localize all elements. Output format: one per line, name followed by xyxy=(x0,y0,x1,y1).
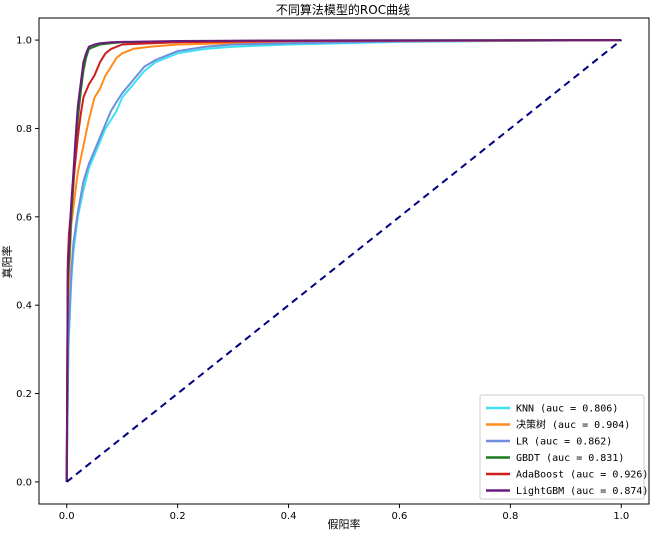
legend-label-3: GBDT (auc = 0.831) xyxy=(516,453,624,464)
x-tick-label: 0.8 xyxy=(502,511,518,522)
roc-curve-5 xyxy=(65,39,622,482)
y-axis-ticks: 0.0 0.2 0.4 0.6 0.8 1.0 xyxy=(16,36,39,488)
chance-diagonal-line xyxy=(66,39,622,483)
x-axis-ticks: 0.0 0.2 0.4 0.6 0.8 1.0 xyxy=(59,504,629,522)
legend-label-1: 决策树 (auc = 0.904) xyxy=(516,418,630,431)
legend-label-2: LR (auc = 0.862) xyxy=(516,437,612,448)
y-tick-label: 0.8 xyxy=(16,124,32,135)
y-tick-label: 0.6 xyxy=(16,212,32,223)
plot-frame xyxy=(38,17,650,505)
legend-label-5: LightGBM (auc = 0.874) xyxy=(516,486,648,497)
legend-box xyxy=(479,394,645,500)
legend-label-4: AdaBoost (auc = 0.926) xyxy=(516,470,648,481)
roc-curve-2 xyxy=(65,39,622,482)
x-tick-label: 0.4 xyxy=(281,511,297,522)
roc-curve-1 xyxy=(65,39,622,482)
y-tick-label: 1.0 xyxy=(16,36,32,47)
y-tick-label: 0.4 xyxy=(16,301,32,312)
legend-label-0: KNN (auc = 0.806) xyxy=(516,404,618,415)
chance-diagonal-layer xyxy=(66,39,622,483)
chart-title: 不同算法模型的ROC曲线 xyxy=(276,2,410,17)
y-tick-label: 0.2 xyxy=(16,389,32,400)
x-axis-label: 假阳率 xyxy=(328,517,361,531)
x-tick-label: 0.0 xyxy=(59,511,75,522)
y-axis-label: 真阳率 xyxy=(0,246,14,279)
legend: KNN (auc = 0.806) 决策树 (auc = 0.904) LR (au… xyxy=(479,394,648,500)
x-tick-label: 0.6 xyxy=(392,511,408,522)
roc-curves xyxy=(65,39,622,482)
x-tick-label: 0.2 xyxy=(170,511,186,522)
x-tick-label: 1.0 xyxy=(613,511,629,522)
y-tick-label: 0.0 xyxy=(16,477,32,488)
